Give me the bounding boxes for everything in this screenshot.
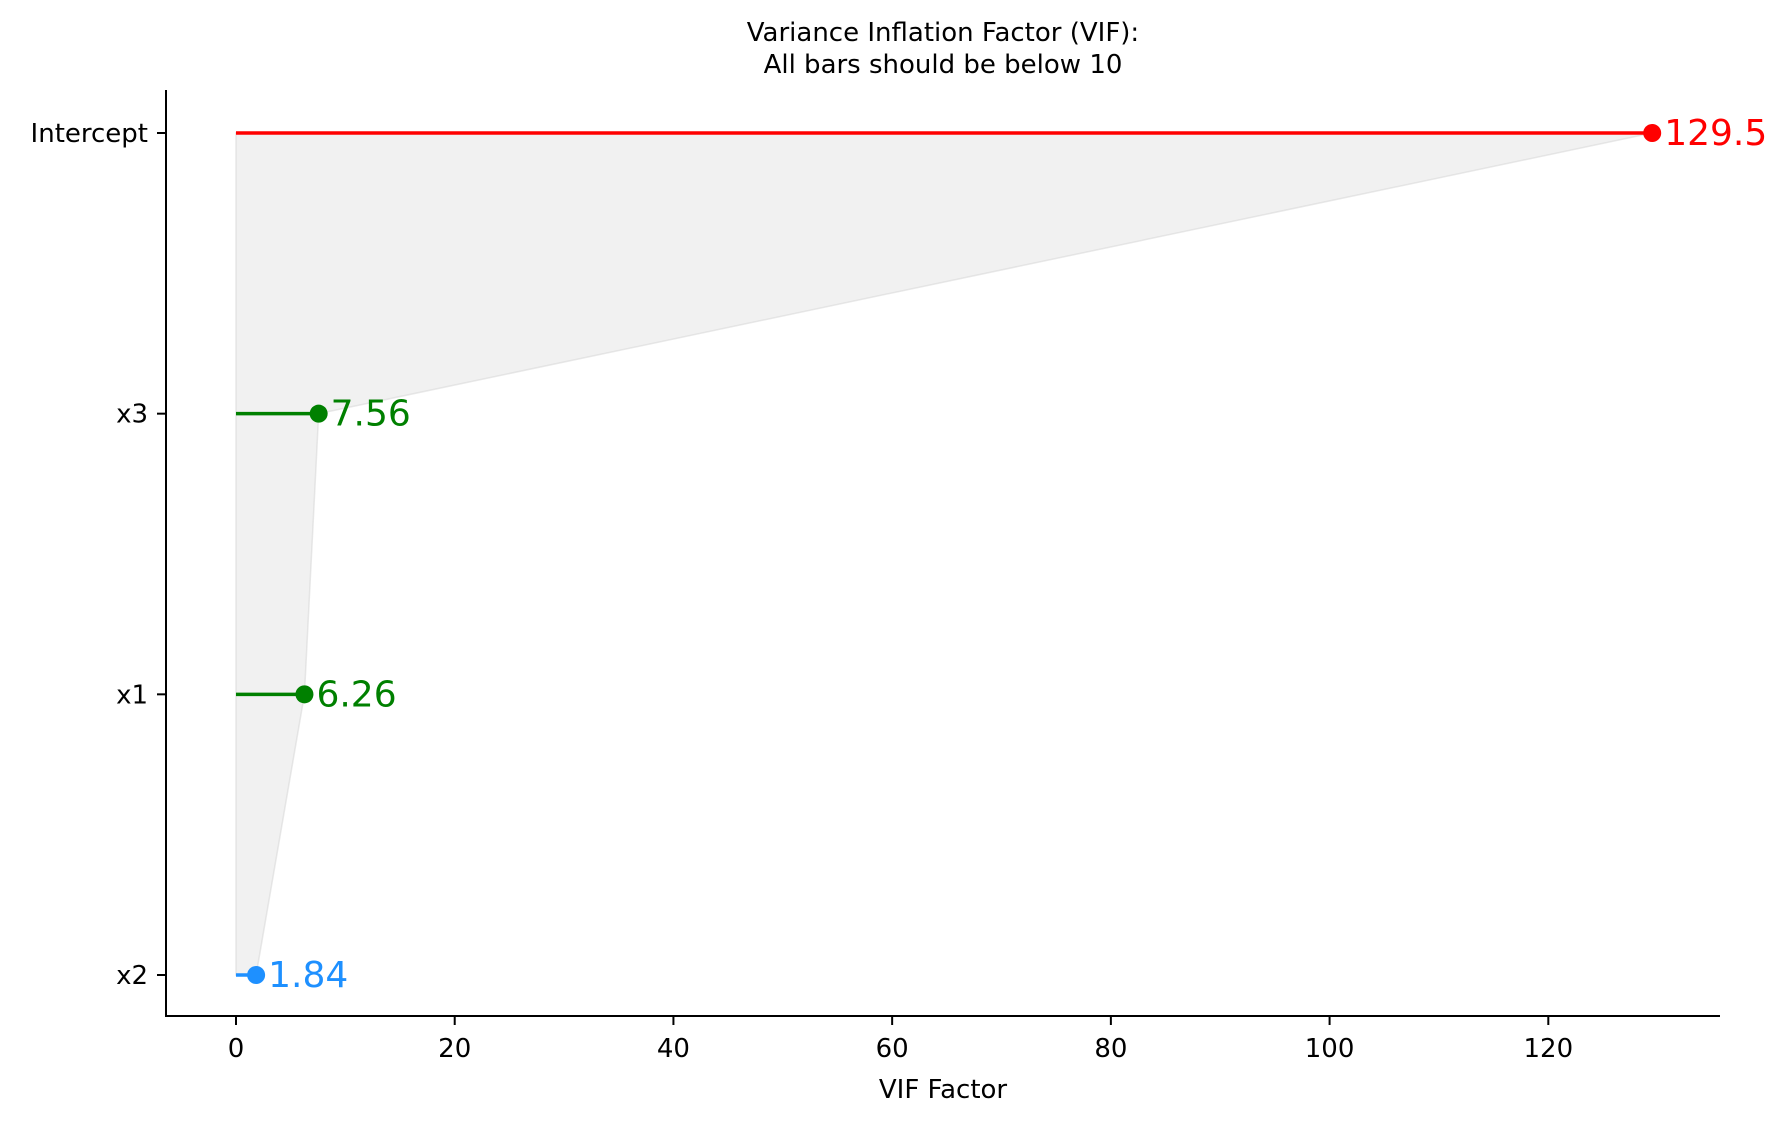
value-label: 129.5 xyxy=(1664,113,1767,154)
x-tick-label: 40 xyxy=(657,1034,690,1064)
value-label: 1.84 xyxy=(268,955,348,996)
labels-layer: 129.5 7.56 6.26 1.84 xyxy=(268,113,1767,996)
value-label: 7.56 xyxy=(331,394,411,435)
vif-fill-area xyxy=(235,132,1653,976)
lollipop-dot xyxy=(247,966,266,984)
y-tick-label: x3 xyxy=(116,400,148,430)
value-label: 6.26 xyxy=(316,674,396,715)
y-tick-label: x2 xyxy=(116,961,148,991)
chart-title-line-1: Variance Inflation Factor (VIF): xyxy=(747,18,1139,48)
lollipop-dot xyxy=(309,404,328,423)
axes-layer xyxy=(165,90,1720,1017)
x-tick-label: 100 xyxy=(1305,1034,1355,1064)
x-tick-label: 60 xyxy=(876,1034,909,1064)
x-tick-label: 120 xyxy=(1523,1034,1573,1064)
fill-layer xyxy=(235,132,1653,976)
lollipop-dot xyxy=(295,685,314,704)
ticks-layer: 0 20 40 60 80 100 120 Intercept x3 x1 x2 xyxy=(31,119,1574,1064)
y-tick-label: x1 xyxy=(116,680,148,710)
x-tick-label: 0 xyxy=(228,1034,245,1064)
chart-title-line-2: All bars should be below 10 xyxy=(764,50,1123,80)
x-tick-label: 80 xyxy=(1094,1034,1127,1064)
x-axis-title: VIF Factor xyxy=(879,1075,1008,1105)
stems-layer xyxy=(235,124,1662,984)
y-tick-label: Intercept xyxy=(31,119,148,149)
lollipop-dot xyxy=(1643,124,1662,142)
x-tick-label: 20 xyxy=(438,1034,471,1064)
